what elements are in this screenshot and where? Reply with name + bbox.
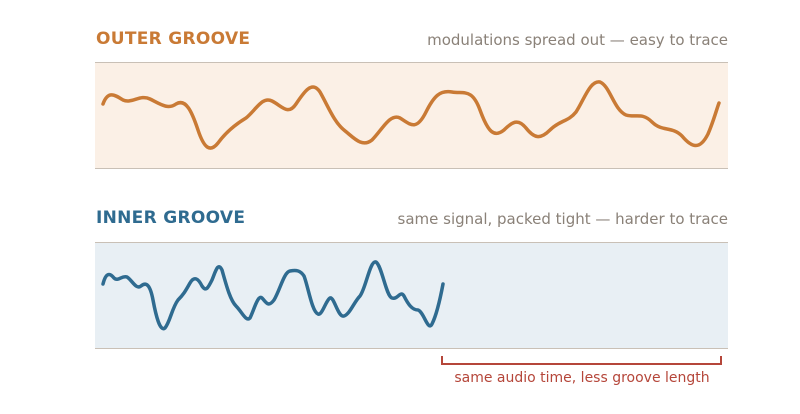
inner-groove-band — [95, 242, 728, 349]
inner-groove-note: same signal, packed tight — harder to tr… — [397, 210, 728, 228]
bracket — [441, 356, 722, 365]
inner-groove-title: INNER GROOVE — [96, 208, 246, 228]
inner-groove-waveform — [101, 260, 445, 331]
outer-groove-band — [95, 62, 728, 169]
outer-groove-note: modulations spread out — easy to trace — [427, 31, 728, 49]
outer-groove-waveform — [101, 80, 721, 150]
bracket-label: same audio time, less groove length — [454, 370, 710, 386]
outer-groove-title: OUTER GROOVE — [96, 29, 251, 49]
